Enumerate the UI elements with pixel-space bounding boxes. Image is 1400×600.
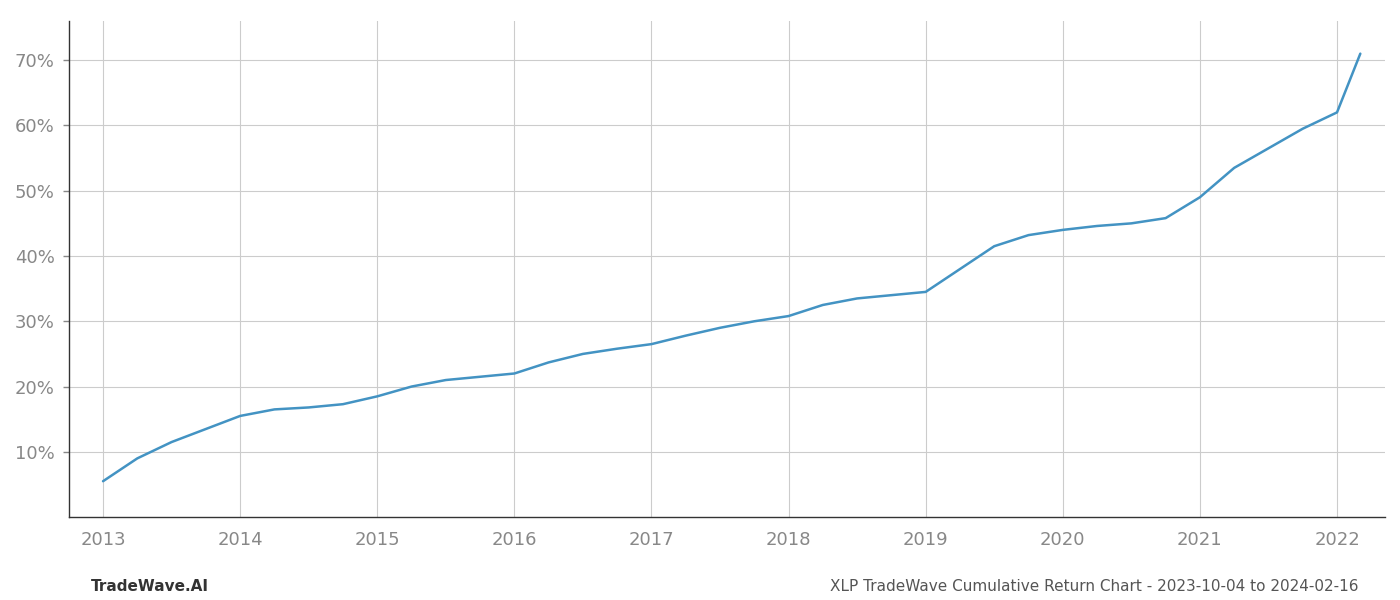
Text: XLP TradeWave Cumulative Return Chart - 2023-10-04 to 2024-02-16: XLP TradeWave Cumulative Return Chart - … xyxy=(829,579,1358,594)
Text: TradeWave.AI: TradeWave.AI xyxy=(91,579,209,594)
